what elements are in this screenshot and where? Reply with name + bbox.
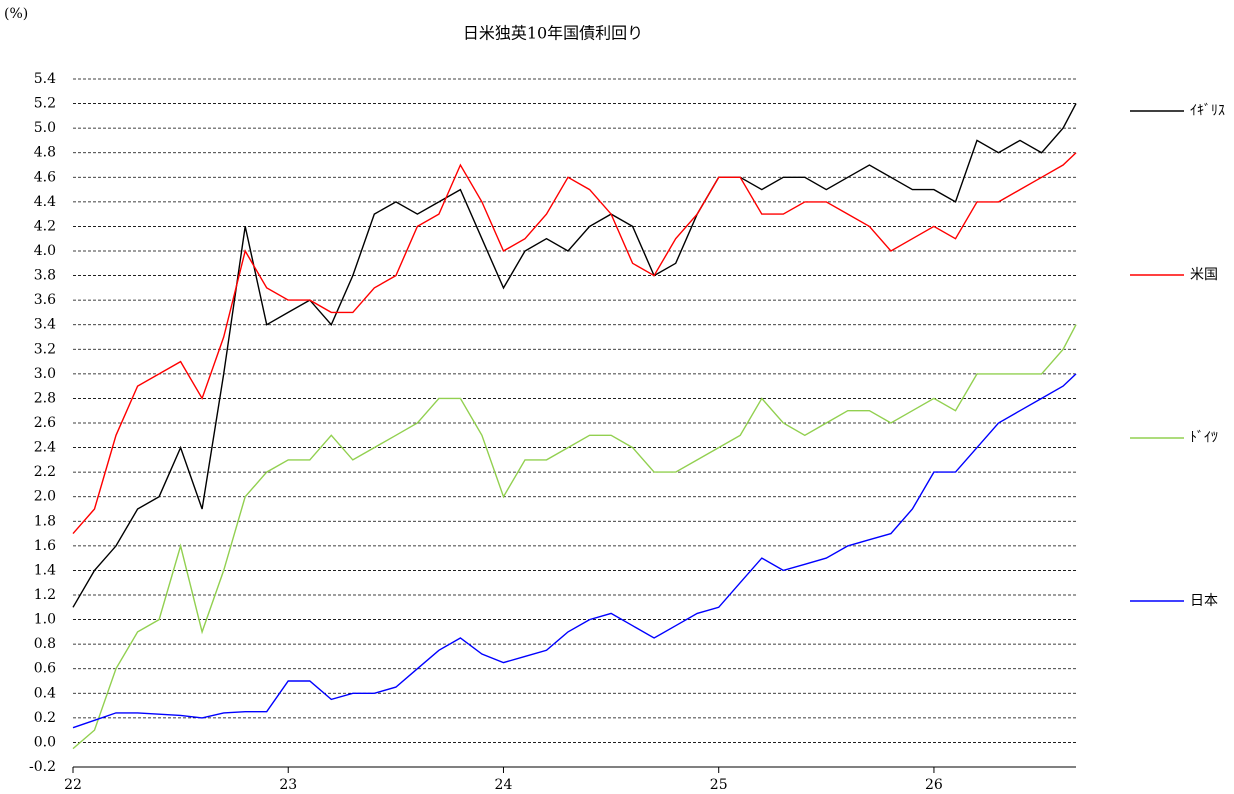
y-tick-label: 2.6 [34,415,56,431]
x-tick-label: 24 [495,777,513,793]
y-tick-label: 5.0 [34,120,56,136]
y-tick-label: 2.0 [34,489,56,505]
chart-title: 日米独英10年国債利回り [463,24,643,43]
y-tick-label: 4.6 [34,169,56,185]
series-line [72,152,1077,535]
y-tick-label: 3.4 [34,317,56,333]
series-line [72,324,1077,750]
y-tick-label: 0.2 [34,710,56,726]
y-tick-label: 2.2 [34,464,56,480]
y-axis-label: (%) [4,6,28,22]
y-tick-label: 4.0 [34,243,56,259]
legend-label: ﾄﾞｲﾂ [1190,430,1218,446]
y-tick-label: 3.6 [34,292,56,308]
y-tick-label: 1.6 [34,538,56,554]
y-tick-label: 4.8 [34,145,56,161]
y-tick-label: 4.4 [34,194,56,210]
legend-label: 日本 [1190,593,1218,609]
y-tick-label: 0.4 [34,685,56,701]
y-tick-label: 5.2 [34,96,56,112]
y-tick-label: -0.2 [29,759,56,775]
y-tick-label: 2.8 [34,390,56,406]
y-tick-label: 1.8 [34,513,56,529]
series-line [72,103,1077,608]
series-line [72,373,1077,729]
x-tick-label: 23 [279,777,297,793]
y-tick-label: 1.4 [34,562,56,578]
y-tick-label: 0.0 [34,734,56,750]
y-tick-label: 4.2 [34,218,56,234]
y-tick-label: 5.4 [34,71,56,87]
x-tick-label: 26 [925,777,943,793]
legend-label: 米国 [1190,267,1218,283]
y-tick-label: 3.2 [34,341,56,357]
y-tick-label: 1.0 [34,612,56,628]
y-tick-label: 2.4 [34,440,56,456]
x-tick-label: 25 [710,777,728,793]
y-tick-label: 1.2 [34,587,56,603]
y-tick-label: 3.8 [34,268,56,284]
x-tick-label: 22 [64,777,82,793]
y-tick-label: 0.6 [34,661,56,677]
y-tick-label: 3.0 [34,366,56,382]
legend-label: ｲｷﾞﾘｽ [1190,103,1225,119]
y-tick-label: 0.8 [34,636,56,652]
